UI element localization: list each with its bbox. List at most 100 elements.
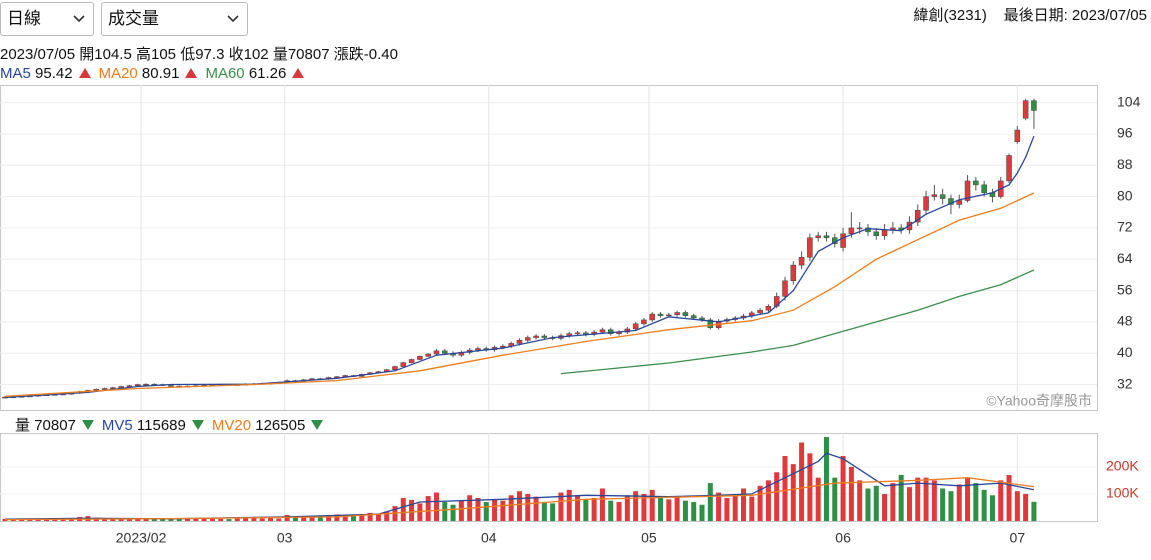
volume-bar: [691, 502, 697, 521]
volume-bar: [799, 442, 805, 521]
volume-bar: [1014, 491, 1020, 521]
candle-body: [674, 312, 680, 316]
candle-body: [168, 385, 174, 387]
candle-body: [110, 387, 116, 389]
y-tick-label: 104: [1117, 93, 1141, 109]
date-label: 最後日期:: [1003, 7, 1068, 24]
volume-bar: [60, 519, 66, 521]
mv-name: MV20: [211, 417, 252, 434]
candle-body: [1022, 100, 1029, 119]
volume-bar: [558, 492, 564, 521]
candle-body: [599, 329, 606, 333]
candle-body: [442, 350, 448, 354]
volume-bar: [27, 519, 33, 521]
price-frame: [0, 85, 1098, 411]
volume-bar: [508, 495, 514, 521]
volume-bar: [268, 518, 274, 521]
ma-legend: MA5 95.42 MA20 80.91 MA60 61.26: [0, 65, 312, 82]
volume-bar: [301, 516, 307, 521]
volume-bar: [135, 518, 141, 521]
volume-bar: [118, 518, 124, 521]
mv-name: MV5: [101, 417, 133, 434]
volume-bar: [599, 488, 605, 521]
candle-body: [657, 313, 664, 316]
quote-value: -0.40: [363, 46, 398, 63]
y-tick-label: 64: [1117, 250, 1133, 266]
candle-body: [641, 319, 647, 325]
volume-bar: [890, 483, 896, 521]
volume-bar: [226, 519, 232, 521]
candle-body: [525, 337, 531, 341]
volume-bar: [857, 480, 863, 521]
candle-body: [408, 359, 415, 363]
up-arrow: [292, 68, 305, 78]
volume-bar: [176, 519, 182, 521]
volume-bar: [317, 516, 323, 521]
candle-body: [417, 356, 423, 360]
candle-body: [981, 184, 987, 193]
candle-body: [848, 227, 855, 235]
volume-bar: [425, 496, 431, 521]
volume-bar: [583, 499, 589, 521]
volume-bar: [608, 500, 614, 521]
quote-value: 97.3: [195, 46, 225, 63]
ma-name: MA60: [205, 65, 245, 82]
volume-bar: [35, 519, 41, 521]
volume-bar: [741, 488, 747, 521]
volume-bar: [633, 491, 639, 521]
candle-body: [433, 350, 440, 355]
ma-line: [4, 477, 1034, 521]
volume-bar: [259, 518, 265, 521]
volume-bar: [915, 477, 921, 521]
x-tick-label: 2023/02: [116, 530, 167, 546]
volume-bar: [185, 518, 191, 521]
candle-body: [666, 314, 672, 317]
ma-name: MA5: [0, 65, 31, 82]
x-tick-label: 05: [641, 530, 657, 546]
candle-body: [392, 366, 398, 370]
volume-bar: [292, 516, 298, 521]
volume-bar: [1031, 501, 1037, 521]
volume-bar: [384, 511, 390, 521]
candle-body: [500, 345, 506, 348]
quote-label: 漲跌: [333, 46, 364, 63]
volume-bar: [326, 515, 332, 521]
volume-value: 70807: [34, 417, 76, 434]
volume-bar: [981, 489, 987, 521]
volume-bar: [699, 504, 705, 521]
candle-body: [973, 180, 979, 186]
volume-bar: [724, 497, 730, 521]
ma-line: [560, 269, 1035, 375]
volume-bar: [815, 477, 821, 521]
candle-body: [690, 315, 697, 319]
volume-bar: [375, 513, 381, 521]
volume-bar: [790, 464, 796, 521]
volume-bar: [591, 497, 597, 521]
candle-body: [956, 200, 963, 205]
volume-bar: [209, 518, 215, 521]
volume-bar: [923, 477, 929, 521]
candle-body: [856, 227, 863, 230]
volume-bar: [2, 518, 8, 521]
volume-bar: [334, 514, 340, 521]
volume-frame: [0, 433, 1098, 522]
candle-body: [101, 388, 108, 390]
candle-body: [757, 309, 763, 314]
volume-bar: [143, 518, 149, 521]
quote-value: 105: [151, 46, 177, 63]
period-select[interactable]: 日線: [0, 2, 94, 36]
volume-bar: [400, 497, 406, 521]
candle-body: [425, 353, 431, 357]
ma-value: 95.42: [35, 65, 73, 82]
volume-bar: [658, 497, 664, 521]
indicator-select[interactable]: 成交量: [101, 2, 248, 36]
volume-bar: [566, 489, 572, 521]
volume-bar: [492, 499, 498, 521]
candle-body: [682, 312, 689, 316]
candle-body: [915, 210, 921, 223]
y-tick-label: 72: [1117, 219, 1133, 235]
volume-bar: [906, 487, 912, 521]
volume-bar: [309, 515, 315, 521]
volume-bar: [276, 518, 282, 521]
y-tick-label: 96: [1117, 125, 1133, 141]
